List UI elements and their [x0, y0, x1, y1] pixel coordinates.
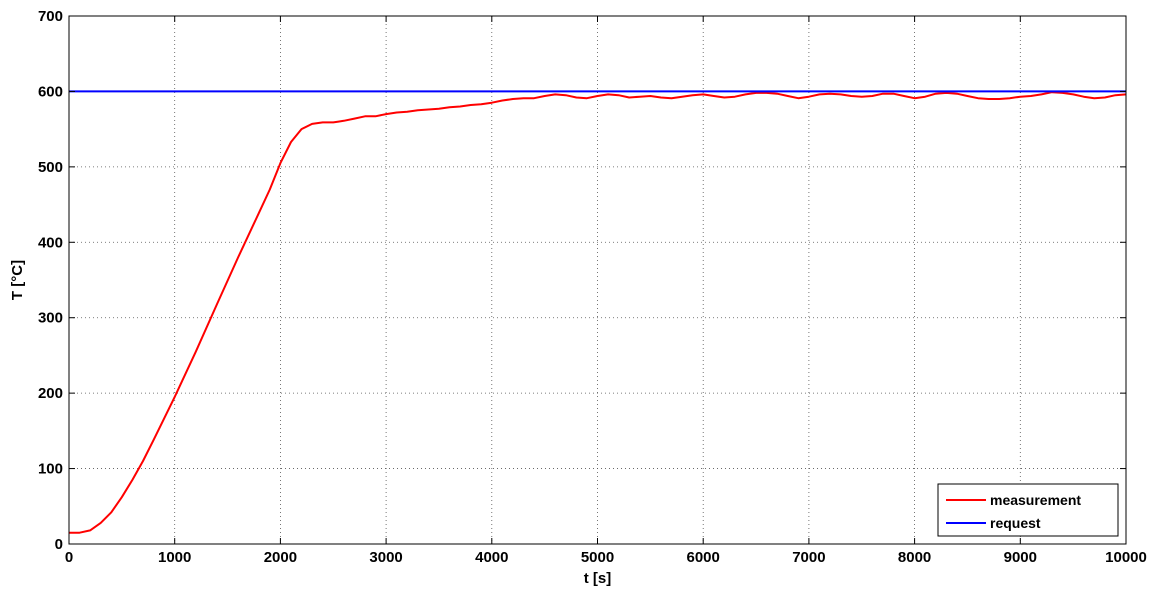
- axis-ticks: 0 1000 2000 3000 4000 5000 6000 7000 8000 9000 100…: [38, 8, 1147, 566]
- legend-label-request: request: [990, 515, 1041, 531]
- y-tick-label: 400: [38, 234, 63, 251]
- grid-lines: [69, 16, 1126, 544]
- legend: measurement request: [937, 483, 1119, 537]
- y-tick-label: 0: [55, 536, 63, 553]
- y-tick-label: 300: [38, 310, 63, 327]
- x-tick-label: 8000: [898, 549, 931, 566]
- x-tick-label: 9000: [1004, 549, 1037, 566]
- x-tick-label: 1000: [158, 549, 191, 566]
- x-tick-label: 10000: [1105, 549, 1147, 566]
- x-tick-label: 6000: [687, 549, 720, 566]
- y-tick-label: 700: [38, 8, 63, 25]
- y-axis-label: T [°C]: [9, 260, 26, 300]
- x-tick-label: 0: [65, 549, 73, 566]
- x-tick-label: 2000: [264, 549, 297, 566]
- x-tick-label: 5000: [581, 549, 614, 566]
- legend-box: [937, 483, 1119, 537]
- x-tick-label: 7000: [792, 549, 825, 566]
- series-lines: [69, 90, 1127, 534]
- legend-label-measurement: measurement: [990, 492, 1081, 508]
- y-tick-label: 100: [38, 461, 63, 478]
- x-tick-label: 4000: [475, 549, 508, 566]
- series-line-measurement: [69, 91, 1127, 534]
- y-tick-label: 500: [38, 159, 63, 176]
- y-tick-label: 600: [38, 83, 63, 100]
- y-tick-label: 200: [38, 385, 63, 402]
- x-axis-label: t [s]: [584, 570, 612, 587]
- x-tick-label: 3000: [369, 549, 402, 566]
